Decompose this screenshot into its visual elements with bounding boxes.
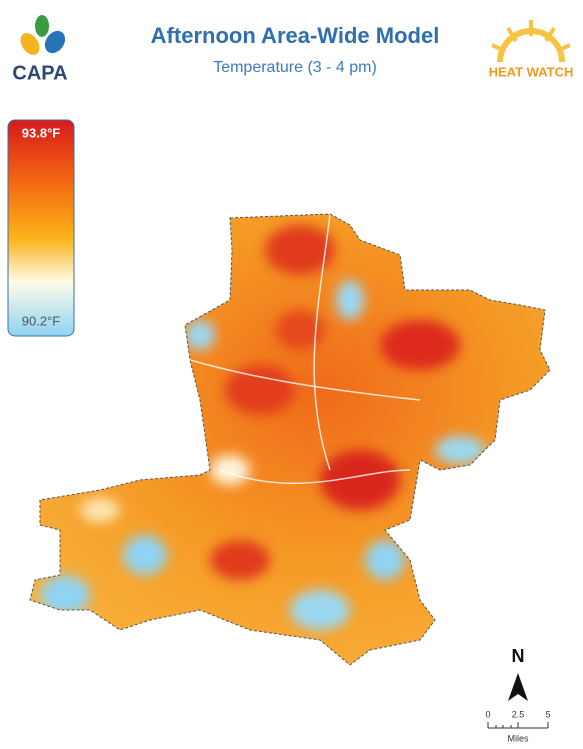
scale-tick: 5 — [545, 709, 550, 719]
capa-logo: CAPA — [12, 15, 68, 84]
legend-bar — [7, 119, 75, 337]
title: Afternoon Area-Wide Model — [151, 23, 440, 48]
heat-map — [30, 214, 550, 665]
badge-text: HEAT WATCH — [489, 64, 574, 79]
legend-max: 93.8°F — [22, 125, 61, 140]
scale-unit: Miles — [507, 733, 529, 743]
scale-tick: 0 — [485, 709, 490, 719]
scale-bar — [487, 722, 549, 729]
legend-min: 90.2°F — [22, 313, 61, 328]
north-arrow — [508, 673, 528, 701]
scale-tick: 2.5 — [512, 709, 525, 719]
heat-watch-logo — [491, 20, 571, 63]
north-label: N — [512, 646, 525, 666]
subtitle: Temperature (3 - 4 pm) — [213, 59, 377, 76]
logo-text: CAPA — [12, 62, 67, 84]
